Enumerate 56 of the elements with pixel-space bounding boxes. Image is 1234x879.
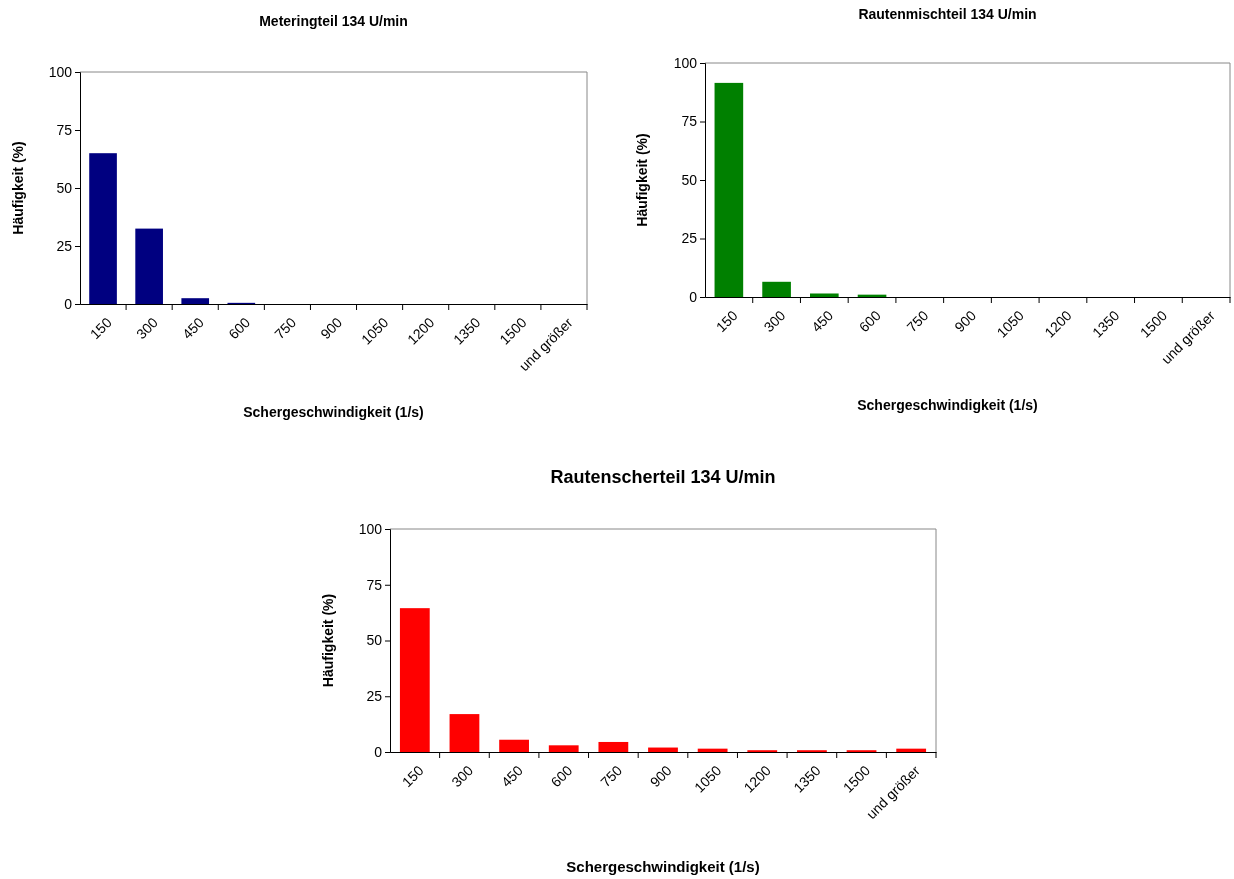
chart-title: Rautenmischteil 134 U/min (858, 6, 1037, 22)
y-axis-title: Häufigkeit (%) (10, 141, 26, 235)
y-tick-label: 100 (673, 54, 698, 71)
bar (449, 714, 480, 752)
x-tick-label: 750 (903, 307, 932, 336)
y-tick-label: 0 (374, 743, 383, 760)
x-tick-label: 150 (86, 314, 115, 343)
x-axis-title: Schergeschwindigkeit (1/s) (857, 397, 1038, 413)
y-tick-label: 75 (56, 121, 73, 138)
chart-title: Meteringteil 134 U/min (259, 13, 408, 29)
bar (896, 748, 927, 752)
x-tick-label: 150 (398, 762, 427, 791)
bar (499, 739, 529, 752)
x-axis-title: Schergeschwindigkeit (1/s) (243, 404, 424, 420)
x-tick-label: 600 (547, 762, 576, 791)
bar (714, 82, 744, 297)
x-tick-label: 450 (808, 307, 837, 336)
x-tick-label: 900 (646, 762, 675, 791)
x-tick-label: 450 (179, 314, 208, 343)
bar (810, 293, 839, 297)
bar (762, 281, 791, 297)
x-tick-label: 300 (760, 307, 789, 336)
y-axis-title: Häufigkeit (%) (634, 133, 650, 227)
bar (648, 747, 678, 752)
bar (181, 298, 210, 304)
bar (598, 741, 629, 752)
x-tick-label: 300 (448, 762, 477, 791)
x-tick-label: 600 (225, 314, 254, 343)
x-tick-label: 750 (597, 762, 626, 791)
x-tick-label: 900 (317, 314, 346, 343)
y-tick-label: 75 (681, 113, 698, 130)
y-tick-label: 0 (64, 295, 73, 312)
x-tick-label: 600 (855, 307, 884, 336)
y-tick-label: 50 (56, 179, 73, 196)
x-tick-label: 150 (712, 307, 741, 336)
y-tick-label: 25 (681, 230, 698, 247)
bar (548, 745, 579, 752)
x-tick-label: 300 (133, 314, 161, 343)
y-tick-label: 50 (366, 632, 383, 649)
bar (135, 228, 163, 304)
y-tick-label: 100 (358, 520, 383, 537)
y-tick-label: 0 (689, 288, 698, 305)
x-tick-label: 450 (497, 762, 526, 791)
bar (89, 153, 117, 304)
bar (399, 608, 430, 752)
y-tick-label: 75 (366, 576, 383, 593)
y-tick-label: 25 (366, 688, 383, 705)
y-axis-title: Häufigkeit (%) (320, 593, 336, 688)
chart-title: Rautenscherteil 134 U/min (550, 467, 776, 487)
y-tick-label: 25 (56, 237, 73, 254)
x-axis-title: Schergeschwindigkeit (1/s) (566, 858, 760, 875)
x-tick-label: 900 (951, 307, 980, 336)
y-tick-label: 50 (681, 171, 698, 188)
bar (697, 748, 728, 752)
y-tick-label: 100 (48, 63, 73, 80)
x-tick-label: 750 (271, 314, 300, 343)
